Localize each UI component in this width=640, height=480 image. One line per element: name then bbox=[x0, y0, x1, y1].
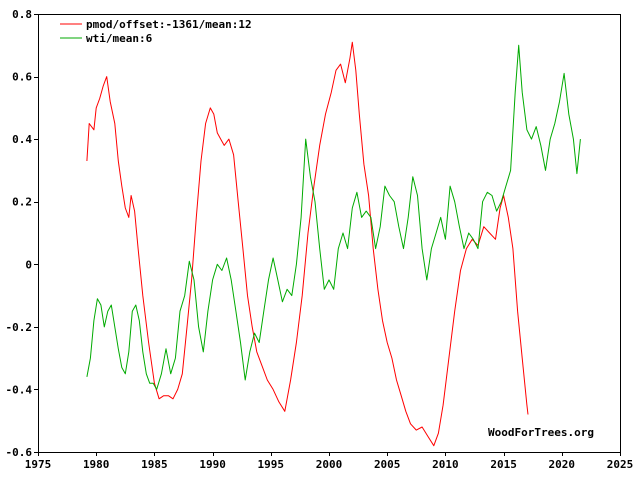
y-tick-label: 0.8 bbox=[12, 8, 32, 21]
x-tick-label: 2010 bbox=[432, 458, 459, 471]
axis-ticks: 1975 1980 1985 1990 1995 2000 2005 2010 2015 2020… bbox=[6, 8, 634, 471]
plot-frame bbox=[38, 14, 621, 453]
y-tick-label: 0.6 bbox=[12, 71, 32, 84]
x-tick-label: 1985 bbox=[141, 458, 168, 471]
x-tick-label: 2025 bbox=[607, 458, 634, 471]
y-tick-label: 0 bbox=[25, 258, 32, 271]
series-line-1 bbox=[86, 41, 529, 447]
x-tick-label: 2015 bbox=[490, 458, 517, 471]
y-tick-label: -0.4 bbox=[6, 383, 33, 396]
watermark-text: WoodForTrees.org bbox=[488, 426, 594, 439]
legend-label-1: pmod/offset:-1361/mean:12 bbox=[86, 18, 252, 31]
x-tick-label: 1995 bbox=[258, 458, 285, 471]
legend-label-2: wti/mean:6 bbox=[86, 32, 153, 45]
x-tick-label: 1990 bbox=[199, 458, 226, 471]
series-line-2 bbox=[86, 44, 581, 390]
y-tick-label: -0.6 bbox=[6, 446, 33, 459]
x-tick-label: 2005 bbox=[374, 458, 401, 471]
series-lines bbox=[86, 41, 581, 447]
y-tick-label: -0.2 bbox=[6, 321, 33, 334]
y-tick-label: 0.4 bbox=[12, 133, 32, 146]
y-tick-label: 0.2 bbox=[12, 196, 32, 209]
x-tick-label: 2000 bbox=[316, 458, 343, 471]
x-tick-label: 1980 bbox=[83, 458, 110, 471]
x-tick-label: 1975 bbox=[25, 458, 52, 471]
x-tick-label: 2020 bbox=[549, 458, 576, 471]
